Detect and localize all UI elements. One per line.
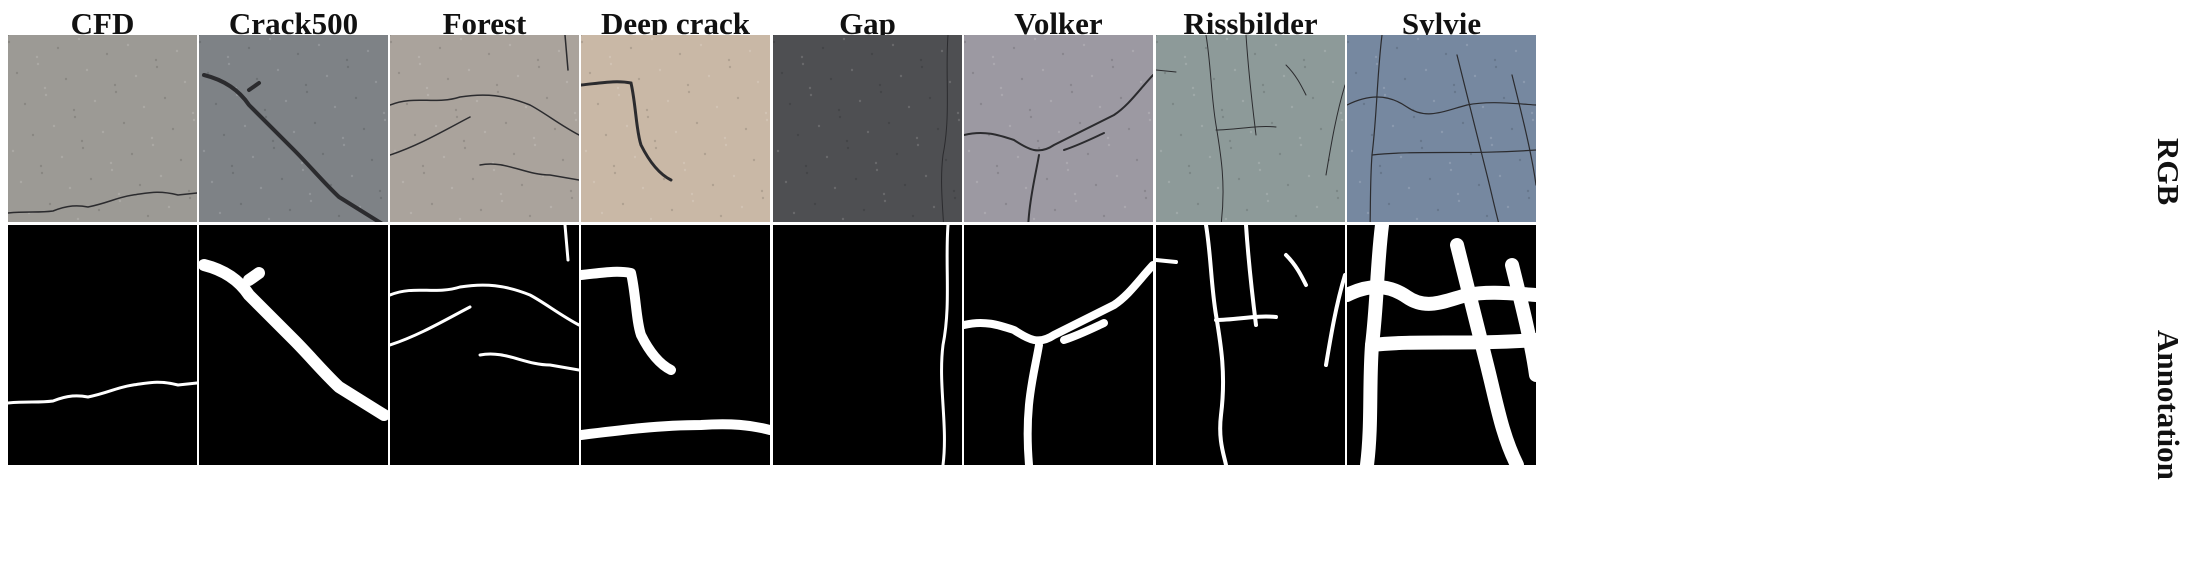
annotation-image-crack500: [199, 225, 388, 465]
rgb-image-crack500: [199, 35, 388, 222]
rgb-image-rissbilder: [1156, 35, 1345, 222]
rgb-image-forest: [390, 35, 579, 222]
annotation-image-deepcrack: [581, 225, 770, 465]
row-label-rgb: RGB: [2151, 138, 2186, 206]
annotation-image-volker: [964, 225, 1153, 465]
annotation-image-rissbilder: [1156, 225, 1345, 465]
rgb-image-cfd: [8, 35, 197, 222]
rgb-image-gap: [773, 35, 962, 222]
annotation-image-gap: [773, 225, 962, 465]
rgb-image-deepcrack: [581, 35, 770, 222]
annotation-image-cfd: [8, 225, 197, 465]
row-label-annotation: Annotation: [2151, 330, 2186, 480]
annotation-image-sylvie: [1347, 225, 1536, 465]
rgb-image-volker: [964, 35, 1153, 222]
rgb-image-sylvie: [1347, 35, 1536, 222]
annotation-image-forest: [390, 225, 579, 465]
